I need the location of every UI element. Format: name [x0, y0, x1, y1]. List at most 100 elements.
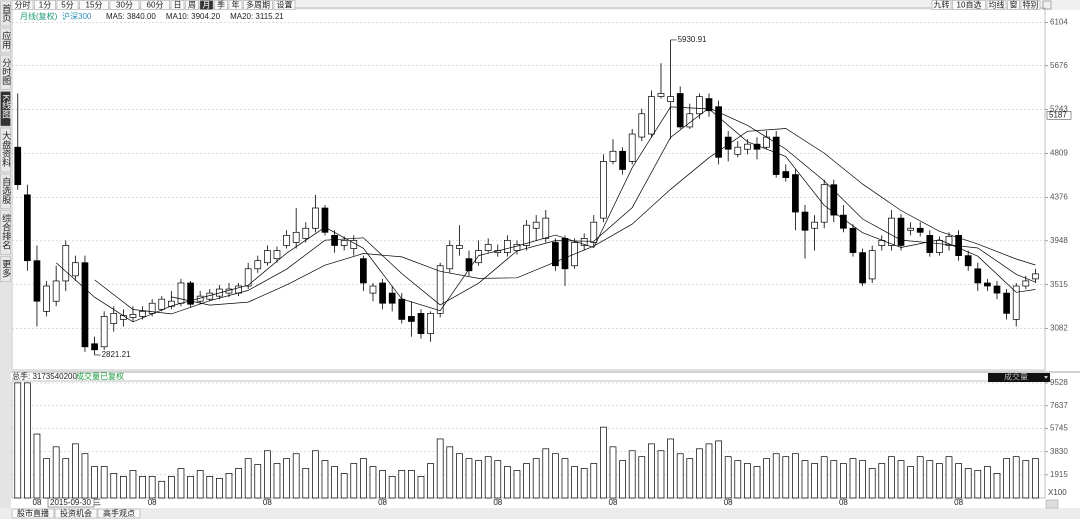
sidebar-label[interactable]: K线图 — [1, 95, 11, 120]
candle-body — [43, 285, 50, 312]
period-label[interactable]: 多周期 — [246, 0, 270, 10]
scroll-button[interactable] — [1045, 499, 1059, 509]
period-label[interactable]: 年 — [232, 0, 240, 10]
tool-label[interactable]: 10自选 — [957, 0, 982, 10]
candle-body — [504, 240, 511, 253]
sidebar-label[interactable]: 综合排名 — [1, 212, 11, 250]
period-button[interactable] — [273, 0, 296, 10]
volume-bar — [897, 460, 905, 499]
candle-body — [273, 250, 281, 260]
period-button[interactable] — [34, 0, 56, 10]
volume-bar — [878, 463, 886, 499]
sidebar-label[interactable]: 应用 — [1, 30, 11, 50]
sidebar-tab[interactable] — [0, 27, 11, 54]
volume-bar — [868, 468, 876, 499]
tool-button[interactable] — [931, 0, 952, 10]
window-icon[interactable] — [1042, 0, 1052, 10]
period-button[interactable] — [170, 0, 185, 10]
tool-label[interactable]: 特别 — [1023, 0, 1039, 10]
sidebar-tab[interactable] — [0, 256, 11, 282]
period-label[interactable]: 分时 — [15, 0, 31, 10]
period-label[interactable]: 60分 — [147, 1, 164, 10]
volume-bar — [792, 453, 799, 499]
period-button[interactable] — [56, 0, 79, 10]
bottom-tab[interactable] — [54, 508, 98, 519]
sidebar-tab[interactable] — [0, 91, 11, 127]
sidebar-label[interactable]: 更多 — [1, 259, 11, 278]
candle-body — [907, 227, 914, 231]
bottom-tab-label[interactable]: 股市直播 — [17, 508, 49, 518]
period-label[interactable]: 5分 — [61, 1, 73, 10]
candle-body — [868, 250, 876, 280]
candle-body — [849, 227, 857, 253]
sidebar-label[interactable]: 分时图 — [1, 58, 11, 86]
volume-bar — [907, 466, 914, 499]
annotation: 2821.21 — [102, 350, 131, 359]
sidebar-tab[interactable] — [0, 127, 11, 173]
period-button[interactable] — [11, 0, 34, 10]
sidebar-label[interactable]: 自选股 — [1, 176, 11, 205]
bottom-tab[interactable] — [97, 508, 141, 519]
sidebar-tab[interactable] — [0, 54, 11, 90]
period-label[interactable]: 1分 — [39, 1, 51, 10]
candle-body — [859, 252, 866, 284]
tool-button[interactable] — [1020, 0, 1041, 10]
period-label[interactable]: 设置 — [277, 0, 293, 10]
legend-entry: MA5: 3840.00 — [106, 12, 156, 21]
volume-bar — [580, 468, 588, 499]
candle-body — [600, 161, 607, 219]
period-label[interactable]: 15分 — [86, 1, 103, 10]
period-button[interactable] — [243, 0, 273, 10]
sidebar-label[interactable]: 首页 — [1, 3, 11, 23]
volume-bar — [753, 466, 761, 499]
volume-bar — [494, 460, 502, 499]
sidebar-tab[interactable] — [0, 210, 11, 255]
bottom-tab-label[interactable]: 投资机会 — [60, 508, 92, 518]
period-button[interactable] — [109, 0, 140, 10]
period-button[interactable] — [140, 0, 170, 10]
period-button[interactable] — [214, 0, 228, 10]
period-label[interactable]: 日 — [174, 1, 182, 10]
volume-bar — [830, 460, 838, 499]
x-tick-label: 08 — [493, 498, 502, 507]
x-tick-label: 08 — [33, 498, 42, 507]
volume-bar — [513, 470, 521, 499]
y-tick-label: 9528 — [1050, 378, 1068, 387]
sidebar-tab[interactable] — [0, 173, 11, 209]
period-button[interactable] — [79, 0, 109, 10]
tool-button[interactable] — [1007, 0, 1020, 10]
tool-label[interactable]: 窗 — [1010, 0, 1018, 10]
bottom-tab-label[interactable]: 高手观点 — [103, 508, 135, 518]
candle-body — [926, 235, 934, 253]
volume-bar — [168, 476, 175, 499]
period-label[interactable]: 月 — [203, 1, 211, 10]
period-button[interactable] — [199, 0, 214, 10]
bottom-tab[interactable] — [11, 508, 55, 519]
volume-unit: X100 — [1048, 488, 1067, 497]
period-button[interactable] — [185, 0, 199, 10]
candle-body — [91, 343, 98, 351]
sidebar-label[interactable]: 大盘资料 — [1, 130, 11, 168]
candle-body — [705, 98, 713, 112]
tool-button[interactable] — [986, 0, 1007, 10]
tool-label[interactable]: 均线 — [989, 0, 1005, 10]
sidebar-tab[interactable] — [0, 0, 11, 27]
indicator-label[interactable]: 成交量 — [1004, 372, 1028, 382]
volume-subtitle: 成交量已复权 — [76, 371, 124, 381]
period-button[interactable] — [228, 0, 243, 10]
volume-bar — [398, 470, 406, 499]
indicator-box[interactable] — [988, 373, 1050, 382]
period-label[interactable]: 30分 — [116, 1, 133, 10]
candle-body — [369, 285, 377, 294]
tool-label[interactable]: 九转 — [934, 0, 950, 10]
volume-bar — [148, 476, 156, 499]
candle-body — [24, 194, 31, 262]
tool-button[interactable] — [952, 0, 986, 10]
volume-bar — [945, 456, 953, 499]
y-tick-label: 5676 — [1050, 61, 1068, 70]
candle-body — [398, 298, 406, 320]
period-label[interactable]: 季 — [217, 0, 225, 10]
volume-bar — [648, 443, 655, 499]
period-label[interactable]: 周 — [188, 1, 196, 10]
